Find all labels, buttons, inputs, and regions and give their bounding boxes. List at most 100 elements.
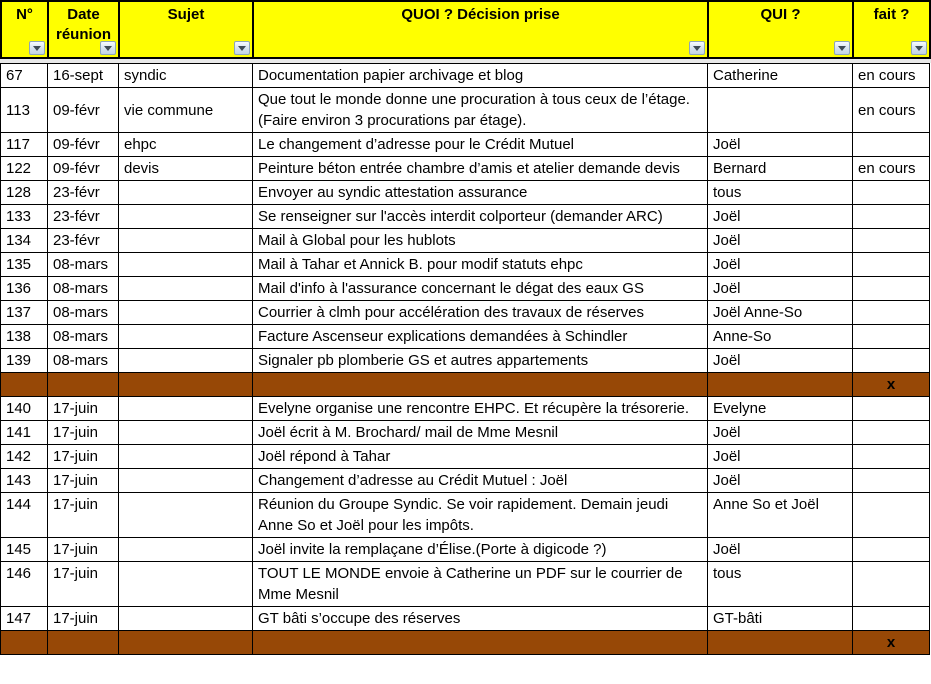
cell-quoi[interactable]: Mail d'info à l'assurance concernant le … [252, 276, 708, 301]
cell-qui[interactable]: tous [707, 180, 853, 205]
cell-date[interactable]: 17-juin [47, 444, 119, 469]
cell-fait[interactable]: en cours [852, 87, 930, 133]
column-header-date[interactable]: Date réunion [47, 0, 120, 59]
cell-qui[interactable]: Joël [707, 132, 853, 157]
cell-quoi[interactable]: Joël écrit à M. Brochard/ mail de Mme Me… [252, 420, 708, 445]
cell-sujet[interactable] [118, 561, 253, 607]
cell-num[interactable]: 145 [0, 537, 48, 562]
cell-sujet[interactable] [118, 468, 253, 493]
cell-qui[interactable]: Joël [707, 204, 853, 229]
cell-sujet[interactable]: ehpc [118, 132, 253, 157]
cell-date[interactable]: 17-juin [47, 468, 119, 493]
cell-num[interactable]: 137 [0, 300, 48, 325]
cell-quoi[interactable]: TOUT LE MONDE envoie à Catherine un PDF … [252, 561, 708, 607]
cell-qui[interactable] [707, 87, 853, 133]
column-header-fait[interactable]: fait ? [852, 0, 931, 59]
cell-date[interactable]: 23-févr [47, 180, 119, 205]
column-header-num[interactable]: N° [0, 0, 49, 59]
cell-fait[interactable] [852, 180, 930, 205]
cell-sujet[interactable]: syndic [118, 63, 253, 88]
cell-qui[interactable]: Catherine [707, 63, 853, 88]
cell-num[interactable]: 139 [0, 348, 48, 373]
cell-date[interactable]: 17-juin [47, 606, 119, 631]
cell-quoi[interactable] [252, 630, 708, 655]
cell-num[interactable]: 128 [0, 180, 48, 205]
cell-fait[interactable]: en cours [852, 156, 930, 181]
cell-qui[interactable]: Evelyne [707, 396, 853, 421]
cell-fait[interactable] [852, 324, 930, 349]
cell-quoi[interactable]: Signaler pb plomberie GS et autres appar… [252, 348, 708, 373]
cell-fait[interactable] [852, 276, 930, 301]
cell-date[interactable]: 08-mars [47, 348, 119, 373]
cell-date[interactable]: 08-mars [47, 276, 119, 301]
cell-qui[interactable]: GT-bâti [707, 606, 853, 631]
cell-date[interactable]: 17-juin [47, 561, 119, 607]
cell-qui[interactable]: Joël [707, 537, 853, 562]
cell-sujet[interactable] [118, 420, 253, 445]
cell-fait[interactable] [852, 348, 930, 373]
cell-qui[interactable]: tous [707, 561, 853, 607]
cell-sujet[interactable] [118, 348, 253, 373]
cell-quoi[interactable]: GT bâti s’occupe des réserves [252, 606, 708, 631]
cell-sujet[interactable] [118, 630, 253, 655]
cell-qui[interactable]: Joël [707, 444, 853, 469]
cell-qui[interactable]: Anne-So [707, 324, 853, 349]
cell-date[interactable] [47, 372, 119, 397]
cell-sujet[interactable] [118, 606, 253, 631]
cell-sujet[interactable] [118, 300, 253, 325]
column-header-sujet[interactable]: Sujet [118, 0, 254, 59]
cell-fait[interactable]: x [852, 630, 930, 655]
filter-button[interactable] [29, 41, 45, 55]
cell-sujet[interactable] [118, 537, 253, 562]
cell-fait[interactable] [852, 537, 930, 562]
cell-sujet[interactable]: devis [118, 156, 253, 181]
cell-date[interactable]: 08-mars [47, 300, 119, 325]
cell-date[interactable]: 09-févr [47, 156, 119, 181]
cell-quoi[interactable] [252, 372, 708, 397]
cell-num[interactable]: 135 [0, 252, 48, 277]
cell-quoi[interactable]: Changement d’adresse au Crédit Mutuel : … [252, 468, 708, 493]
cell-fait[interactable] [852, 300, 930, 325]
cell-qui[interactable]: Joël Anne-So [707, 300, 853, 325]
cell-num[interactable]: 133 [0, 204, 48, 229]
cell-fait[interactable] [852, 204, 930, 229]
cell-sujet[interactable] [118, 372, 253, 397]
cell-qui[interactable] [707, 372, 853, 397]
filter-button[interactable] [100, 41, 116, 55]
cell-quoi[interactable]: Joël invite la remplaçane d’Élise.(Porte… [252, 537, 708, 562]
cell-sujet[interactable] [118, 324, 253, 349]
cell-date[interactable]: 17-juin [47, 492, 119, 538]
cell-quoi[interactable]: Joël répond à Tahar [252, 444, 708, 469]
cell-fait[interactable] [852, 468, 930, 493]
cell-qui[interactable]: Joël [707, 228, 853, 253]
cell-fait[interactable] [852, 396, 930, 421]
cell-fait[interactable] [852, 228, 930, 253]
cell-quoi[interactable]: Evelyne organise une rencontre EHPC. Et … [252, 396, 708, 421]
cell-quoi[interactable]: Mail à Tahar et Annick B. pour modif sta… [252, 252, 708, 277]
cell-date[interactable]: 08-mars [47, 324, 119, 349]
filter-button[interactable] [234, 41, 250, 55]
cell-date[interactable]: 16-sept [47, 63, 119, 88]
cell-num[interactable]: 146 [0, 561, 48, 607]
cell-num[interactable]: 113 [0, 87, 48, 133]
cell-fait[interactable] [852, 444, 930, 469]
cell-date[interactable]: 17-juin [47, 537, 119, 562]
cell-date[interactable]: 17-juin [47, 396, 119, 421]
cell-num[interactable]: 144 [0, 492, 48, 538]
cell-sujet[interactable]: vie commune [118, 87, 253, 133]
cell-fait[interactable] [852, 561, 930, 607]
column-header-qui[interactable]: QUI ? [707, 0, 854, 59]
cell-num[interactable]: 67 [0, 63, 48, 88]
cell-num[interactable]: 141 [0, 420, 48, 445]
filter-button[interactable] [911, 41, 927, 55]
cell-quoi[interactable]: Peinture béton entrée chambre d’amis et … [252, 156, 708, 181]
cell-num[interactable]: 142 [0, 444, 48, 469]
cell-quoi[interactable]: Facture Ascenseur explications demandées… [252, 324, 708, 349]
cell-quoi[interactable]: Documentation papier archivage et blog [252, 63, 708, 88]
cell-sujet[interactable] [118, 276, 253, 301]
cell-sujet[interactable] [118, 180, 253, 205]
cell-num[interactable] [0, 372, 48, 397]
cell-sujet[interactable] [118, 396, 253, 421]
cell-sujet[interactable] [118, 252, 253, 277]
cell-qui[interactable]: Bernard [707, 156, 853, 181]
